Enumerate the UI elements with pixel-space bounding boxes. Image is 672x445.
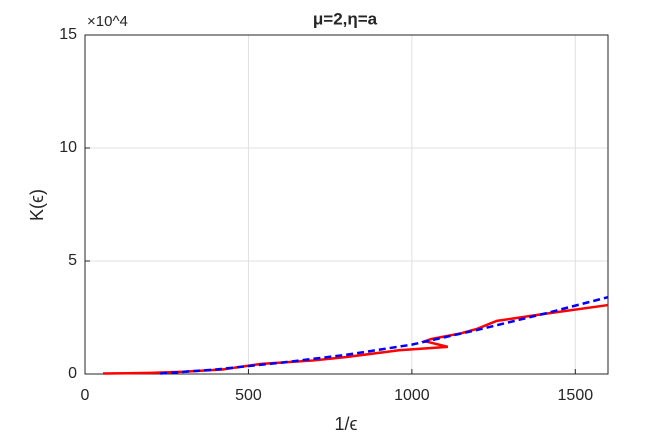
y-axis-label: K(ϵ): [27, 189, 47, 221]
y-tick-label: 15: [59, 26, 77, 43]
x-axis-label: 1/ϵ: [335, 414, 358, 434]
y-tick-label: 5: [68, 252, 77, 269]
y-tick-label: 0: [68, 365, 77, 382]
x-tick-label: 0: [81, 387, 90, 404]
plot-frame: [84, 34, 609, 375]
data-line: [160, 295, 609, 375]
x-tick-label: 1000: [394, 387, 430, 404]
y-multiplier: ×10^4: [87, 13, 128, 30]
x-tick-label: 500: [235, 387, 262, 404]
y-tick-label: 10: [59, 139, 77, 156]
data-line: [102, 303, 609, 375]
chart-title: μ=2,η=a: [313, 9, 378, 28]
x-tick-label: 1500: [558, 387, 594, 404]
